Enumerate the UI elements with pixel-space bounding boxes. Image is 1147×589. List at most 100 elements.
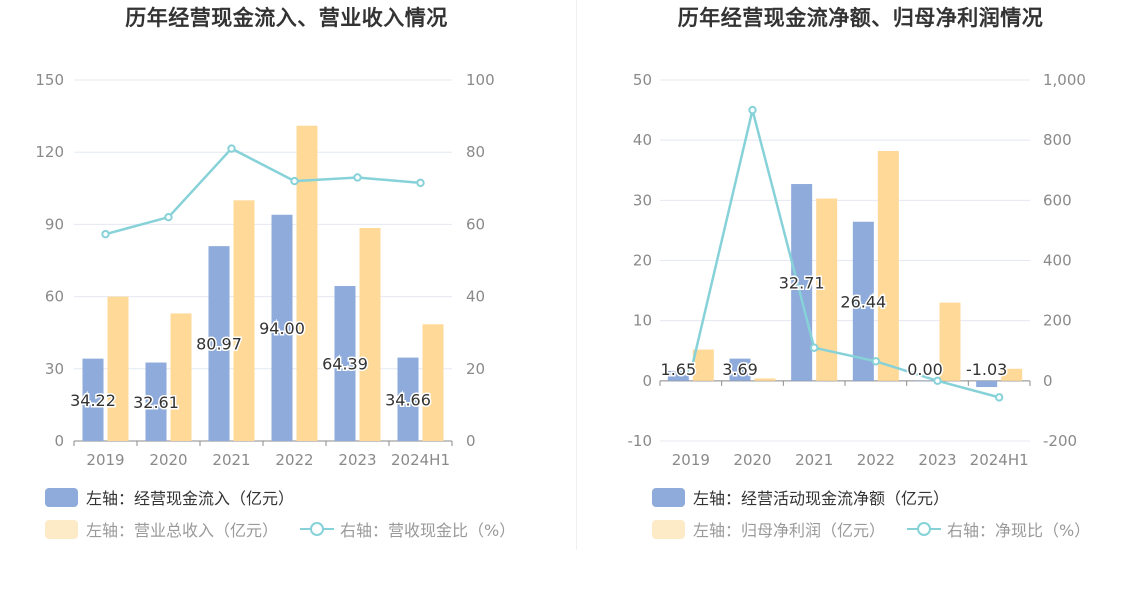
legend-line-icon <box>907 522 942 536</box>
line-point[interactable] <box>416 178 425 188</box>
legend-item-line[interactable]: 右轴：净现比（%） <box>907 517 1090 541</box>
line-point[interactable] <box>227 144 236 153</box>
legend-label-secondary: 左轴：归母净利润（亿元） <box>693 521 886 540</box>
chart-title: 历年经营现金流净额、归母净利润情况 <box>677 6 1044 30</box>
bar-primary[interactable] <box>667 370 689 381</box>
bar-data-label: 34.22 <box>70 391 116 410</box>
bar-secondary[interactable] <box>939 302 961 381</box>
category-label: 2022 <box>857 451 895 469</box>
chart-panel-cash-inflow: 历年经营现金流入、营业收入情况 0 30 60 90 120 150 0 20 40 60 80 10… <box>0 0 573 589</box>
category-label: 2024H1 <box>391 451 450 469</box>
left-axis-tick-label: 150 <box>35 71 64 89</box>
right-axis-tick-label: 0 <box>1043 372 1053 390</box>
bar-secondary[interactable] <box>170 313 192 441</box>
bar-secondary[interactable] <box>754 378 776 381</box>
bar-data-label: 34.66 <box>385 390 431 409</box>
bar-secondary[interactable] <box>692 349 714 381</box>
bar-data-label: -1.03 <box>966 360 1007 379</box>
bar-data-label: 94.00 <box>259 319 305 338</box>
legend-label-line: 右轴：净现比（%） <box>947 521 1091 540</box>
left-axis-tick-label: 0 <box>54 432 64 450</box>
chart-panel-cash-net: 历年经营现金流净额、归母净利润情况 -10 0 10 20 30 40 50 -200 0 200… <box>574 0 1147 589</box>
legend-row-1: 左轴：经营现金流入（亿元） <box>45 485 316 509</box>
right-axis-tick-label: 80 <box>466 143 485 161</box>
right-axis-tick-label: 800 <box>1043 131 1072 149</box>
legend-label-primary: 左轴：经营现金流入（亿元） <box>86 489 295 508</box>
category-label: 2022 <box>275 451 313 469</box>
line-point[interactable] <box>353 173 362 182</box>
bar-primary[interactable] <box>334 286 356 441</box>
bar-primary[interactable] <box>271 214 293 441</box>
line-point[interactable] <box>290 176 299 186</box>
legend-item-secondary[interactable]: 左轴：归母净利润（亿元） <box>652 517 885 541</box>
bar-secondary[interactable] <box>359 228 381 441</box>
right-axis-tick-label: 40 <box>466 288 485 306</box>
legend-swatch-primary <box>652 487 685 507</box>
bar-primary[interactable] <box>82 358 104 441</box>
right-axis-tick-label: 200 <box>1043 312 1072 330</box>
left-axis-tick-label: 30 <box>45 360 64 378</box>
legend-item-primary[interactable]: 左轴：经营活动现金流净额（亿元） <box>652 485 949 509</box>
bar-secondary[interactable] <box>233 200 255 441</box>
legend-row-2: 左轴：营业总收入（亿元） 右轴：营收现金比（%） <box>45 517 537 541</box>
right-axis-tick-label: 1,000 <box>1043 71 1086 89</box>
bar-secondary[interactable] <box>816 198 838 381</box>
bar-data-label: 32.71 <box>779 273 825 292</box>
bar-primary[interactable] <box>208 246 230 441</box>
bar-primary[interactable] <box>976 380 998 388</box>
bar-secondary[interactable] <box>107 296 129 441</box>
bar-primary[interactable] <box>397 357 419 441</box>
category-label: 2019 <box>86 451 124 469</box>
line-point[interactable] <box>933 376 942 386</box>
legend-label-primary: 左轴：经营活动现金流净额（亿元） <box>693 489 950 508</box>
line-point[interactable] <box>809 343 819 352</box>
bar-primary[interactable] <box>852 221 874 381</box>
left-axis-tick-label: 30 <box>633 191 652 209</box>
right-axis-tick-label: 0 <box>466 432 476 450</box>
category-label: 2024H1 <box>970 451 1029 469</box>
bar-secondary[interactable] <box>422 324 444 441</box>
line-point[interactable] <box>101 229 110 239</box>
bar-secondary[interactable] <box>296 125 318 441</box>
line-series <box>689 109 1000 399</box>
legend-item-secondary[interactable]: 左轴：营业总收入（亿元） <box>45 517 278 541</box>
line-series <box>105 147 421 236</box>
category-label: 2020 <box>149 451 187 469</box>
legend-swatch-secondary <box>45 519 78 539</box>
legend-label-secondary: 左轴：营业总收入（亿元） <box>86 521 279 540</box>
legend-item-line[interactable]: 右轴：营收现金比（%） <box>300 517 515 541</box>
plot-area: 0 30 60 90 120 150 0 20 40 60 80 100 2019 2020 2021 202… <box>35 71 494 469</box>
bar-primary[interactable] <box>791 184 813 381</box>
legend-row-2: 左轴：归母净利润（亿元） 右轴：净现比（%） <box>652 517 1112 541</box>
right-axis-tick-label: 60 <box>466 215 485 233</box>
bar-data-label: 26.44 <box>840 292 886 311</box>
left-axis-tick-label: -10 <box>628 432 653 450</box>
line-point[interactable] <box>686 367 696 377</box>
category-label: 2023 <box>918 451 956 469</box>
category-label: 2021 <box>795 451 833 469</box>
bar-primary[interactable] <box>145 362 167 441</box>
category-label: 2021 <box>212 451 250 469</box>
legend-label-line: 右轴：营收现金比（%） <box>340 521 516 540</box>
line-point[interactable] <box>164 212 173 222</box>
bar-primary[interactable] <box>914 380 936 382</box>
category-label: 2020 <box>733 451 771 469</box>
chart-title: 历年经营现金流入、营业收入情况 <box>125 6 448 30</box>
right-axis-tick-label: 400 <box>1043 252 1072 270</box>
left-axis-tick-label: 60 <box>45 288 64 306</box>
legend-item-primary[interactable]: 左轴：经营现金流入（亿元） <box>45 485 294 509</box>
left-axis-tick-label: 120 <box>35 143 64 161</box>
bar-primary[interactable] <box>729 358 751 381</box>
line-point[interactable] <box>748 105 757 115</box>
bar-secondary[interactable] <box>1001 368 1023 381</box>
bar-data-label: 3.69 <box>722 360 758 379</box>
bar-data-label: 64.39 <box>322 355 368 374</box>
left-axis-tick-label: 90 <box>45 215 64 233</box>
plot-area: -10 0 10 20 30 40 50 -200 0 200 400 600 800 1,000 2019… <box>628 71 1086 469</box>
left-axis-tick-label: 20 <box>633 252 652 270</box>
left-axis-tick-label: 50 <box>633 71 652 89</box>
bar-secondary[interactable] <box>877 150 899 381</box>
line-point[interactable] <box>994 393 1004 402</box>
line-point[interactable] <box>871 357 881 366</box>
category-label: 2023 <box>338 451 376 469</box>
